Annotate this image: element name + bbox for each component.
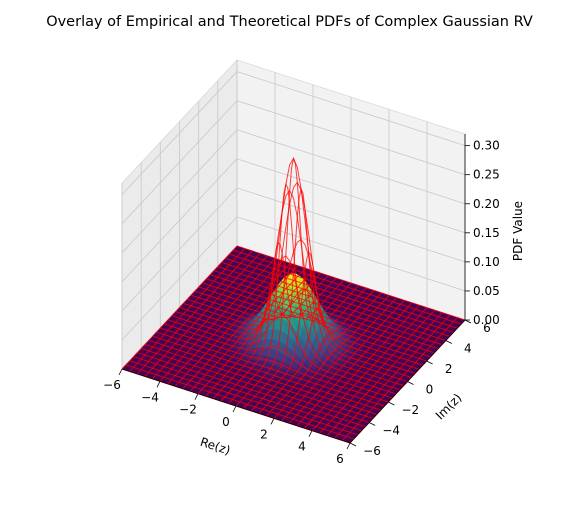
y-tick: [368, 422, 376, 426]
wireframe-line-y: [220, 241, 337, 402]
x-tick-label: −6: [103, 378, 121, 392]
y-tick-label: −6: [363, 444, 381, 458]
z-tick-label: 0.05: [473, 284, 500, 298]
x-tick: [194, 393, 199, 400]
x-tick-label: 0: [222, 415, 230, 429]
axis-lines: [118, 134, 472, 450]
x-tick: [346, 442, 351, 450]
x-tick: [308, 430, 313, 437]
y-tick-label: 2: [445, 362, 453, 376]
tick-labels: −6−4−20246−6−4−202460.000.050.100.150.20…: [103, 139, 500, 466]
x-tick-label: 4: [298, 440, 306, 454]
wireframe-line-y: [296, 302, 413, 427]
x-tick-label: 2: [260, 427, 268, 441]
x-tick: [232, 405, 237, 413]
y-tick-label: 6: [483, 321, 491, 335]
wireframe-line-y: [273, 294, 390, 419]
y-tick: [407, 381, 414, 385]
grid-line-z: [121, 187, 466, 312]
z-tick-label: 0.00: [473, 313, 500, 327]
wireframe-line-y: [144, 253, 261, 377]
wireframe-line-y: [121, 245, 238, 370]
wireframe-line-y: [288, 299, 405, 424]
x-tick-label: 6: [336, 452, 344, 466]
y-tick: [426, 360, 433, 365]
grid-line-z: [121, 216, 466, 341]
x-axis-label: Re(z): [198, 435, 232, 458]
wireframe-line-y: [152, 255, 268, 380]
y-axis-label: Im(z): [433, 391, 465, 423]
z-tick-label: 0.30: [473, 139, 500, 153]
grid-line-z: [121, 71, 466, 195]
y-tick-label: −4: [382, 424, 400, 438]
wireframe-line-y: [197, 270, 314, 395]
wireframe-line-y: [243, 187, 359, 409]
wireframe-line-y: [129, 248, 245, 372]
y-tick-label: 0: [426, 383, 434, 397]
wireframe-line-y: [167, 260, 283, 385]
y-tick-label: −2: [401, 403, 419, 417]
x-tick-label: −2: [179, 403, 197, 417]
wireframe-line-y: [311, 307, 428, 432]
chart-title: Overlay of Empirical and Theoretical PDF…: [46, 14, 533, 30]
wireframe-line-y: [266, 292, 382, 417]
wireframe-line-y: [159, 257, 276, 382]
x-tick: [156, 381, 161, 388]
wireframe-line-y: [319, 309, 435, 434]
wireframe-line-y: [190, 267, 306, 392]
wireframe-line-y: [174, 262, 291, 387]
z-tick-label: 0.10: [473, 255, 500, 269]
wireframe-line-y: [281, 297, 397, 422]
x-tick: [270, 418, 275, 425]
wireframe-line-y: [326, 312, 443, 436]
z-tick-label: 0.25: [473, 168, 500, 182]
y-tick: [464, 319, 472, 324]
grid-line-z: [121, 100, 466, 224]
wireframe-line-y: [258, 290, 375, 414]
y-tick: [388, 401, 395, 406]
z-tick-label: 0.20: [473, 197, 500, 211]
wireframe-line-y: [235, 156, 352, 407]
y-tick: [445, 340, 453, 344]
wireframe-line-y: [304, 304, 420, 429]
y-tick-label: 4: [464, 342, 472, 356]
wireframe-line-y: [250, 251, 367, 412]
wireframe-line-y: [182, 265, 299, 390]
x-tick-label: −4: [141, 390, 159, 404]
wireframe-line-y: [136, 250, 253, 375]
grid-line-z: [121, 158, 466, 283]
x-tick: [118, 368, 123, 376]
grid-line-z: [121, 129, 466, 254]
z-tick-label: 0.15: [473, 226, 500, 240]
z-axis-label: PDF Value: [511, 201, 525, 261]
wireframe-line-y: [342, 317, 458, 441]
wireframe-line-y: [228, 182, 344, 404]
wireframe-line-y: [334, 314, 451, 439]
y-tick: [349, 442, 357, 447]
